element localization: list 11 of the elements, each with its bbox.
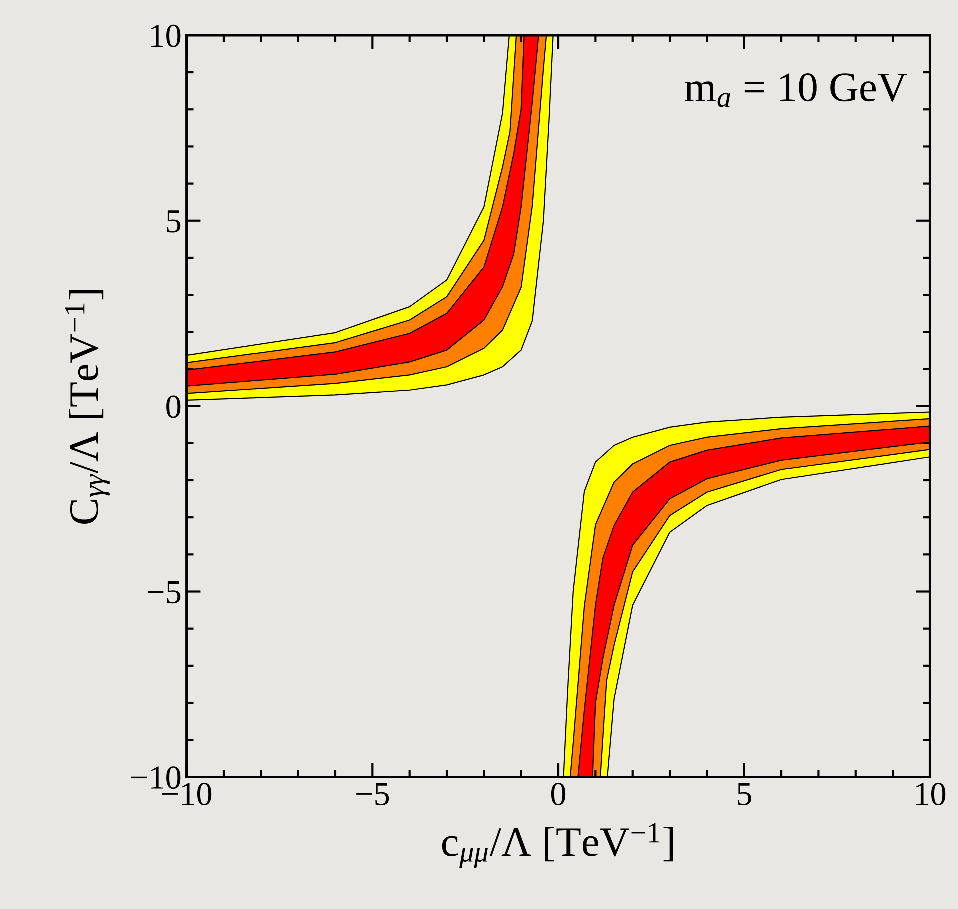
y-tick-label: 0	[166, 396, 181, 418]
x-tick-label: 10	[916, 783, 946, 806]
y-tick-label: −5	[148, 581, 181, 604]
x-tick-label: 0	[551, 783, 566, 806]
annotation: m$_{a}$ = 10 GeV	[685, 74, 908, 108]
x-tick-label: −5	[356, 783, 390, 806]
x-axis-title: c$_{μμ}$/Λ [TeV$^{−1}$]	[442, 823, 674, 868]
y-axis-title: C$_{γγ}$/Λ [TeV$^{−1}$]	[65, 290, 110, 524]
y-tick-label: 5	[167, 210, 181, 233]
y-tick-label: 10	[152, 24, 181, 48]
x-tick-label: 5	[738, 783, 752, 806]
